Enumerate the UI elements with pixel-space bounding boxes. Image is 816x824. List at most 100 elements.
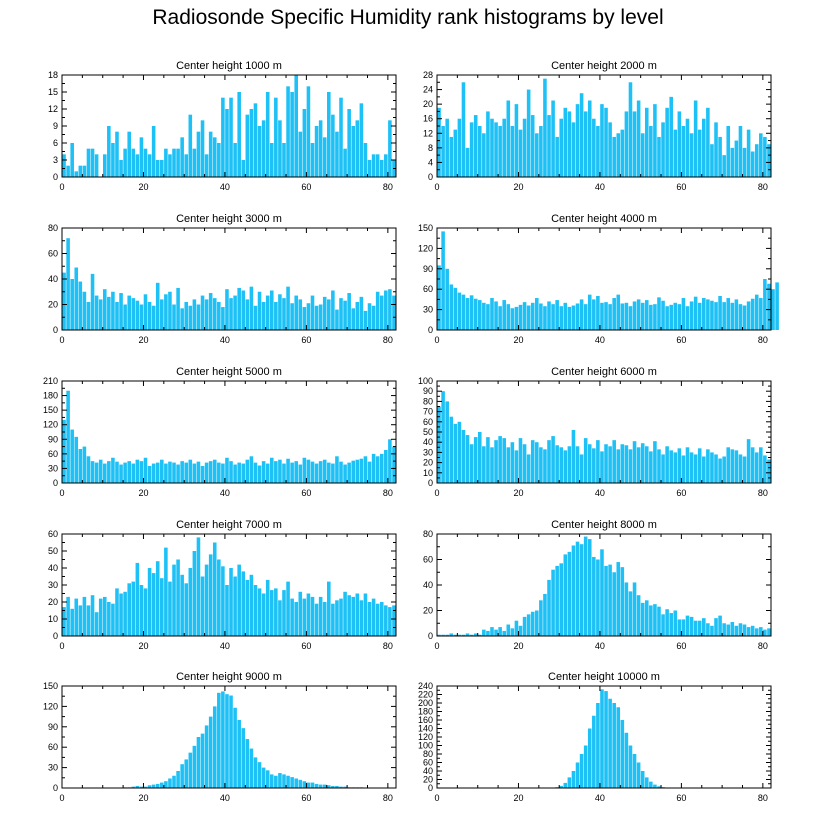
y-tick-label: 120	[43, 701, 58, 711]
bar	[200, 576, 205, 636]
x-tick-label: 80	[758, 488, 768, 498]
y-tick-label: 24	[423, 85, 433, 95]
bar	[160, 299, 164, 330]
x-tick-label: 40	[595, 641, 605, 651]
bar	[616, 707, 621, 788]
chart-title: Center height 10000 m	[548, 671, 660, 683]
bar	[123, 591, 127, 636]
bar	[237, 564, 241, 636]
bar	[367, 160, 372, 177]
bar	[677, 448, 682, 483]
bar	[624, 582, 629, 636]
bar	[526, 614, 531, 636]
bar	[90, 461, 95, 483]
bar	[392, 446, 396, 483]
y-tick-label: 90	[423, 386, 433, 396]
bar	[115, 131, 119, 177]
bar	[367, 602, 372, 636]
bar	[278, 459, 282, 483]
bar	[445, 401, 449, 483]
y-tick-label: 18	[48, 70, 58, 80]
bar	[710, 625, 714, 636]
bar	[441, 634, 445, 636]
bar	[286, 458, 290, 483]
y-tick-label: 8	[428, 143, 433, 153]
y-tick-label: 10	[48, 614, 58, 624]
bar	[221, 691, 225, 788]
bar	[261, 461, 266, 483]
x-tick-label: 80	[758, 793, 768, 803]
bar	[461, 429, 466, 483]
x-tick-label: 20	[513, 641, 523, 651]
x-tick-label: 0	[434, 182, 439, 192]
bar	[314, 603, 319, 636]
bar	[522, 616, 527, 637]
bar	[473, 633, 478, 636]
y-tick-label: 60	[423, 758, 433, 768]
x-tick-label: 40	[220, 641, 230, 651]
x-tick-label: 0	[434, 793, 439, 803]
bar	[331, 290, 335, 330]
chart-panel: Center height 8000 m 0 20 40 60 80 0 20 40 60 80	[423, 519, 772, 651]
bar	[644, 107, 649, 177]
y-tick-label: 0	[428, 631, 433, 641]
bar	[131, 463, 136, 483]
bar	[347, 462, 351, 483]
bar	[759, 627, 763, 636]
bar	[147, 301, 152, 330]
bar	[453, 287, 458, 330]
bar	[600, 451, 604, 483]
bar	[188, 459, 193, 483]
bar	[726, 624, 731, 636]
bar	[620, 129, 625, 177]
bar	[335, 785, 339, 788]
bar	[567, 111, 572, 177]
bar	[734, 450, 739, 483]
bar	[465, 435, 470, 483]
bar	[567, 306, 572, 330]
bar	[176, 464, 180, 483]
bar	[441, 126, 445, 177]
x-tick-label: 40	[595, 488, 605, 498]
bar	[310, 782, 315, 788]
x-tick-label: 80	[383, 488, 393, 498]
bar	[327, 785, 331, 788]
y-tick-label: 30	[48, 463, 58, 473]
y-tick-label: 80	[423, 396, 433, 406]
bar	[257, 291, 262, 330]
bar	[592, 118, 596, 177]
bar	[702, 456, 706, 483]
bar	[343, 591, 347, 636]
bar	[375, 603, 380, 636]
y-tick-label: 30	[423, 305, 433, 315]
bar	[445, 268, 449, 330]
bar	[143, 588, 148, 636]
bar	[750, 151, 755, 177]
bar	[490, 447, 494, 483]
bar	[180, 461, 184, 483]
bar	[624, 445, 629, 483]
bar	[457, 634, 462, 636]
bar	[665, 446, 669, 483]
x-tick-label: 0	[434, 641, 439, 651]
bar	[477, 126, 482, 177]
bar	[253, 462, 258, 483]
bar	[535, 133, 539, 177]
bar	[612, 136, 616, 177]
bar	[269, 590, 274, 636]
bar	[135, 459, 140, 483]
bar	[665, 107, 669, 177]
bar	[746, 129, 751, 177]
bar	[143, 786, 148, 788]
chart-panel: Center height 7000 m 0 10 20 30 40 50 60 0 20 40 60…	[48, 519, 397, 651]
bar	[706, 623, 710, 636]
y-tick-label: 30	[48, 580, 58, 590]
bar	[298, 779, 303, 788]
y-tick-label: 0	[53, 325, 58, 335]
bar	[249, 574, 254, 636]
bar	[522, 302, 527, 330]
bar	[624, 302, 629, 330]
bar	[644, 777, 649, 789]
bar	[375, 456, 380, 483]
bar	[94, 295, 99, 330]
